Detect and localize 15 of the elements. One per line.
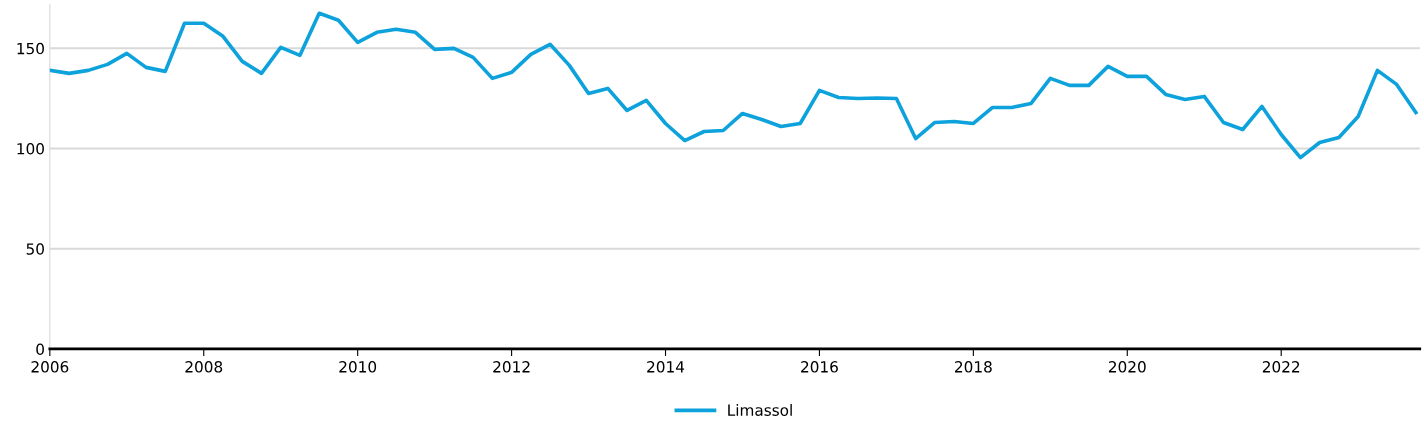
- x-tick-label: 2018: [955, 361, 992, 373]
- x-tick-label: 2006: [31, 361, 69, 373]
- x-tick-label: 2016: [801, 361, 838, 373]
- x-tick-label: 2020: [1108, 361, 1146, 373]
- x-tick-label: 2010: [339, 361, 377, 373]
- legend-label: Limassol: [728, 404, 792, 416]
- line-series: [49, 11, 1418, 160]
- x-tick-label: 2008: [185, 361, 223, 373]
- y-tick-label: 50: [26, 243, 44, 255]
- x-tick-label: 2014: [647, 361, 685, 373]
- y-tick-label: 150: [17, 42, 44, 55]
- x-tick-label: 2022: [1262, 361, 1300, 373]
- x-tick-label: 2012: [493, 361, 530, 373]
- y-tick-label: 0: [36, 343, 44, 355]
- y-tick-label: 100: [17, 143, 44, 155]
